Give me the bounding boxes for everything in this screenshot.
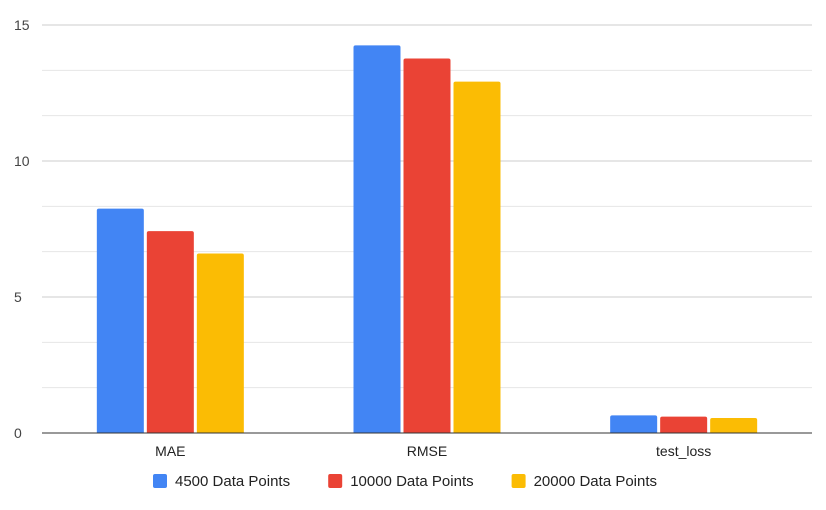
legend-label: 10000 Data Points: [350, 473, 473, 490]
bar-test-loss-series-1: [610, 415, 658, 433]
y-tick-label: 15: [14, 17, 30, 33]
y-tick-label: 5: [14, 289, 22, 305]
x-category-label: test_loss: [656, 443, 711, 459]
bar-mae-series-2: [146, 231, 194, 433]
y-tick-label: 10: [14, 153, 30, 169]
legend-swatch: [511, 474, 526, 488]
legend-swatch: [328, 474, 343, 488]
bar-test-loss-series-2: [660, 416, 708, 433]
bar-rmse-series-1: [353, 45, 401, 434]
legend: 4500 Data Points 10000 Data Points 20000 D…: [153, 473, 657, 490]
x-category-label: RMSE: [407, 443, 447, 459]
bar-test-loss-series-3: [710, 418, 758, 433]
bar-rmse-series-2: [403, 58, 451, 434]
legend-label: 20000 Data Points: [534, 473, 657, 490]
y-tick-label: 0: [14, 425, 22, 441]
legend-label: 4500 Data Points: [175, 473, 290, 490]
bars: [96, 45, 758, 434]
x-axis-categories: MAE RMSE test_loss: [155, 443, 711, 459]
x-category-label: MAE: [155, 443, 185, 459]
y-axis-ticks: 0 5 10 15: [14, 17, 30, 441]
bar-mae-series-1: [96, 208, 144, 433]
bar-rmse-series-3: [453, 81, 501, 434]
bar-mae-series-3: [196, 253, 244, 433]
legend-swatch: [153, 474, 167, 488]
